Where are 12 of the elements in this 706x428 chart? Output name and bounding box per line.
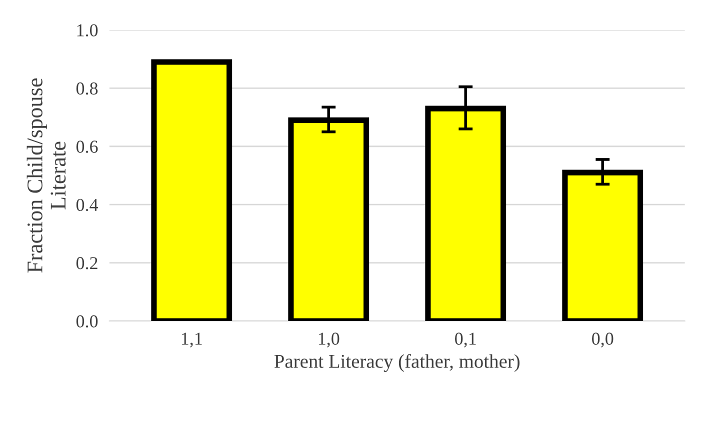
y-tick-label: 0.8: [76, 82, 98, 95]
x-tick-label: 1,0: [318, 332, 340, 348]
y-tick-label: 0.6: [76, 140, 98, 153]
y-tick-label: 0.4: [76, 198, 98, 212]
y-axis-title: Fraction Child/spouse Literate: [26, 78, 66, 273]
y-tick-label: 0.2: [76, 257, 98, 270]
x-tick-label: 1,1: [182, 332, 202, 348]
y-tick-label: 1.0: [77, 24, 98, 36]
x-axis-title: Parent Literacy (father, mother): [274, 354, 520, 372]
x-tick-label: 0,0: [592, 332, 614, 348]
x-tick-label: 0,1: [455, 332, 476, 348]
y-tick-label: 0.0: [76, 315, 98, 328]
